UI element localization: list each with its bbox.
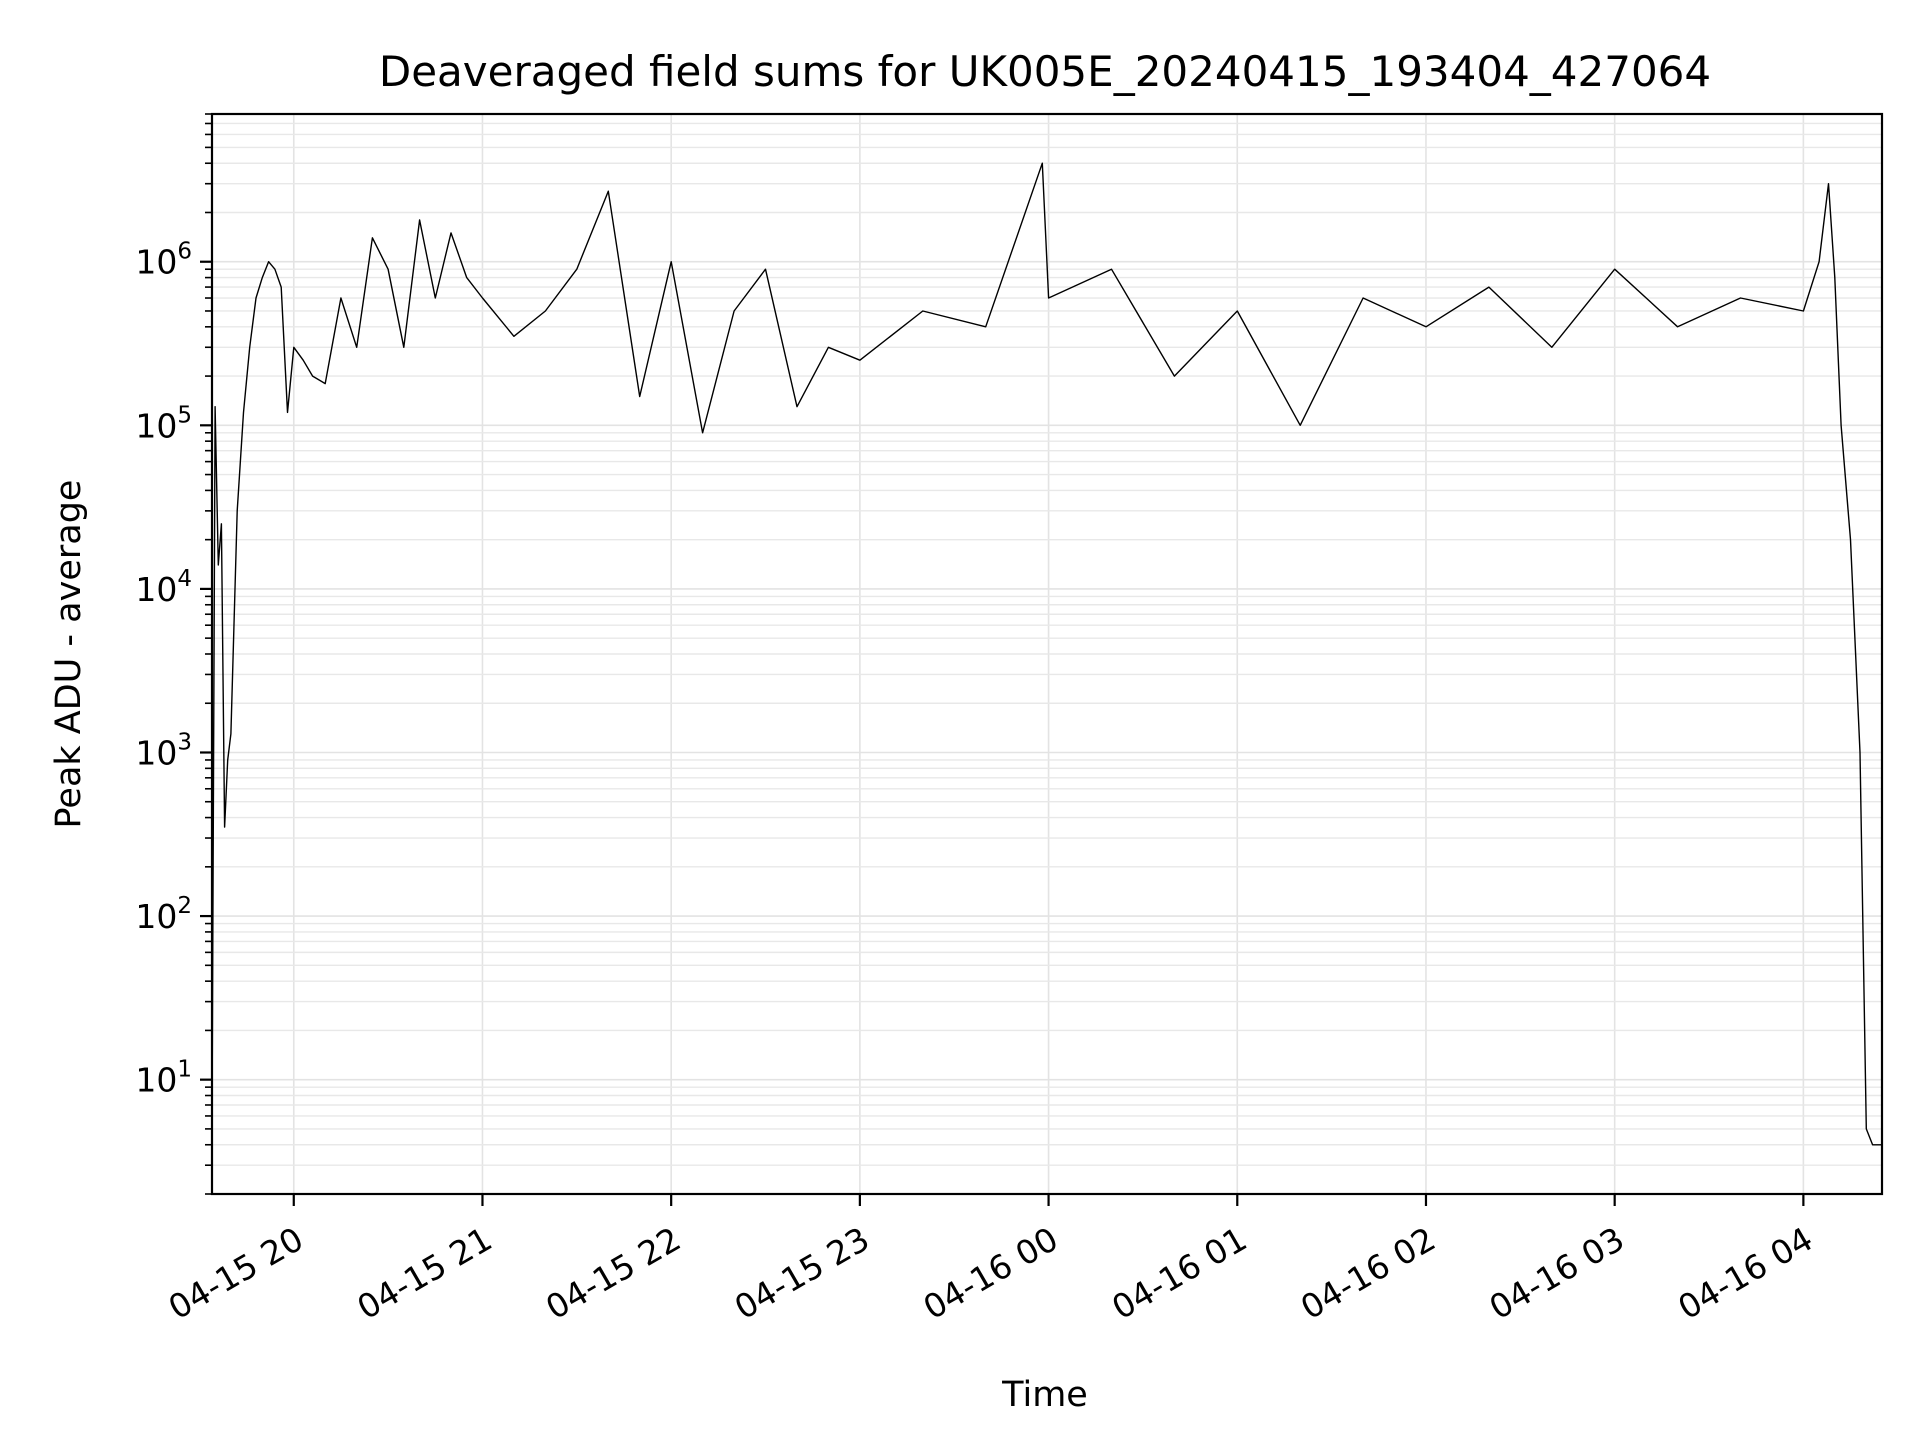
y-tick-label: 106 xyxy=(135,239,192,282)
x-tick-label: 04-15 21 xyxy=(350,1219,498,1327)
y-tick-label: 102 xyxy=(135,893,192,936)
x-tick-label: 04-16 03 xyxy=(1483,1219,1631,1327)
x-tick-label: 04-15 23 xyxy=(728,1219,876,1327)
y-axis: 101 102 103 104 105 106 xyxy=(135,113,212,1195)
x-axis-label: Time xyxy=(1001,1375,1088,1415)
x-tick-label: 04-16 00 xyxy=(917,1219,1065,1327)
x-tick-label: 04-15 22 xyxy=(539,1219,687,1327)
y-tick-label: 103 xyxy=(135,729,192,772)
y-tick-label: 105 xyxy=(135,402,192,445)
chart-series xyxy=(211,162,1882,1146)
series-line-1 xyxy=(211,162,1882,1146)
chart-grid xyxy=(212,113,1882,1195)
x-tick-label: 04-16 02 xyxy=(1294,1219,1442,1327)
y-tick-label: 104 xyxy=(135,566,192,609)
x-tick-label: 04-16 04 xyxy=(1671,1219,1819,1327)
y-tick-label: 101 xyxy=(135,1057,192,1100)
x-tick-label: 04-15 20 xyxy=(162,1219,310,1327)
chart-title: Deaveraged field sums for UK005E_2024041… xyxy=(379,47,1711,96)
x-tick-label: 04-16 01 xyxy=(1105,1219,1253,1327)
x-axis: 04-15 20 04-15 21 04-15 22 04-15 23 04-16 00… xyxy=(162,1194,1819,1327)
y-axis-label: Peak ADU - average xyxy=(49,480,89,829)
